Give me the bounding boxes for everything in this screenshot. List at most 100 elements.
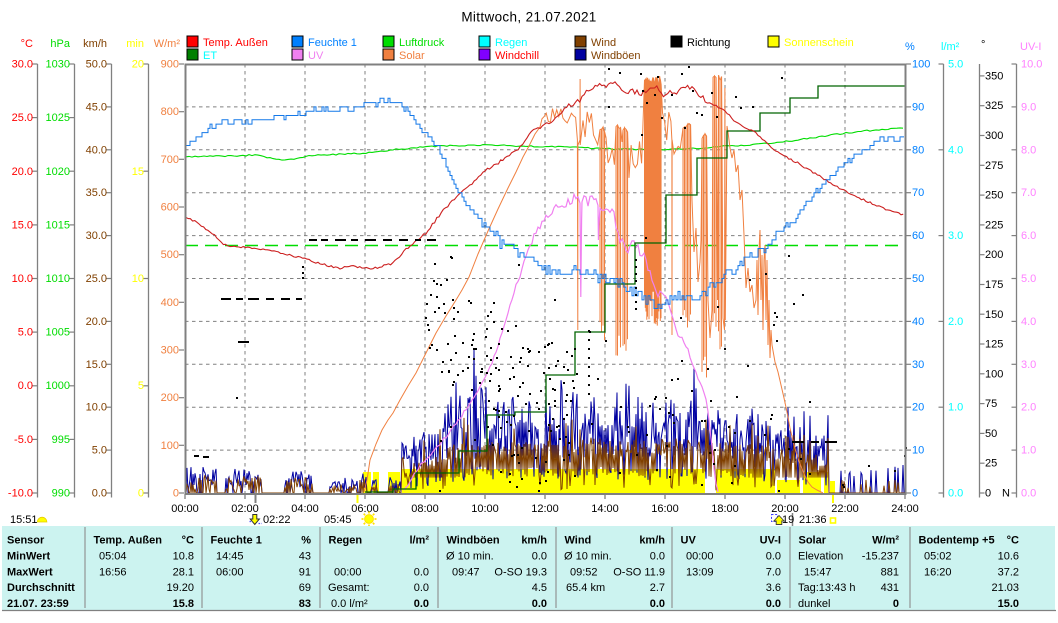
svg-text:MaxWert: MaxWert [7,567,53,579]
svg-text:22:00: 22:00 [831,503,859,515]
svg-text:08:00: 08:00 [411,503,439,515]
svg-text:09:47: 09:47 [452,567,480,579]
svg-text:15:51: 15:51 [10,514,38,526]
svg-text:69: 69 [299,582,311,594]
svg-text:0.0: 0.0 [532,598,547,610]
svg-text:2.0: 2.0 [948,316,963,328]
svg-text:0.0: 0.0 [1021,488,1036,500]
svg-text:02:00: 02:00 [231,503,259,515]
svg-text:5: 5 [138,380,144,392]
svg-text:1000: 1000 [46,380,70,392]
svg-text:UV-I: UV-I [1020,41,1041,53]
svg-text:04:00: 04:00 [291,503,319,515]
svg-text:10.8: 10.8 [173,551,194,563]
svg-text:21:36: 21:36 [799,514,827,526]
svg-text:°: ° [981,39,985,51]
svg-text:0.0: 0.0 [414,598,429,610]
svg-text:100: 100 [161,440,179,452]
svg-text:l/m²: l/m² [941,41,960,53]
svg-text:431: 431 [881,582,899,594]
svg-text:0: 0 [173,488,179,500]
svg-text:125: 125 [985,339,1003,351]
svg-text:l/m²: l/m² [409,535,429,547]
svg-text:28.1: 28.1 [173,567,194,579]
svg-text:10: 10 [912,445,924,457]
svg-text:09:52: 09:52 [570,567,598,579]
svg-text:05:02: 05:02 [924,551,952,563]
svg-text:25: 25 [985,458,997,470]
svg-text:0.0: 0.0 [414,582,429,594]
svg-text:7.0: 7.0 [1021,187,1036,199]
svg-text:km/h: km/h [639,535,665,547]
svg-text:1.0: 1.0 [948,402,963,414]
svg-text:45.0: 45.0 [86,101,107,113]
svg-text:0.0: 0.0 [650,598,665,610]
svg-text:0.0: 0.0 [766,551,781,563]
svg-text:15.0: 15.0 [998,598,1019,610]
svg-text:10:00: 10:00 [471,503,499,515]
svg-text:Sensor: Sensor [7,535,45,547]
svg-text:1.0: 1.0 [1021,445,1036,457]
svg-text:25.0: 25.0 [12,112,33,124]
svg-text:Sonnenschein: Sonnenschein [784,37,854,49]
svg-text:1010: 1010 [46,273,70,285]
svg-text:40: 40 [912,316,924,328]
svg-text:225: 225 [985,219,1003,231]
svg-text:995: 995 [52,434,70,446]
svg-text:19.20: 19.20 [166,582,194,594]
svg-text:25.0: 25.0 [86,273,107,285]
svg-text:500: 500 [161,249,179,261]
svg-text:1025: 1025 [46,112,70,124]
svg-text:16:20: 16:20 [924,567,952,579]
svg-text:3.0: 3.0 [948,230,963,242]
svg-text:6.0: 6.0 [1021,230,1036,242]
svg-text:43: 43 [299,551,311,563]
svg-text:Wind: Wind [591,37,616,49]
svg-text:Ø 10 min.: Ø 10 min. [564,551,612,563]
svg-text:2.7: 2.7 [650,582,665,594]
svg-text:30.0: 30.0 [12,59,33,71]
svg-text:325: 325 [985,100,1003,112]
svg-text:Mittwoch, 21.07.2021: Mittwoch, 21.07.2021 [461,10,596,25]
svg-text:75: 75 [985,398,997,410]
svg-text:0.0: 0.0 [650,551,665,563]
svg-text:UV: UV [308,50,324,62]
svg-text:06:00: 06:00 [351,503,379,515]
svg-text:O-SO 19.3: O-SO 19.3 [494,567,547,579]
svg-text:Regen: Regen [329,535,363,547]
svg-text:700: 700 [161,154,179,166]
svg-text:MinWert: MinWert [7,551,51,563]
svg-text:00:00: 00:00 [334,567,362,579]
svg-text:Luftdruck: Luftdruck [399,37,445,49]
svg-text:O-SO 11.9: O-SO 11.9 [613,567,665,579]
svg-text:ET: ET [203,50,217,62]
svg-text:50.0: 50.0 [86,59,107,71]
svg-text:275: 275 [985,160,1003,172]
svg-text:14:45: 14:45 [216,551,244,563]
svg-text:20.0: 20.0 [12,166,33,178]
svg-text:0.0: 0.0 [766,598,781,610]
svg-text:0.0: 0.0 [92,488,107,500]
svg-text:30: 30 [912,359,924,371]
svg-text:150: 150 [985,309,1003,321]
svg-text:UV-I: UV-I [760,535,781,547]
svg-text:21.07. 23:59: 21.07. 23:59 [7,598,69,610]
svg-text:15:47: 15:47 [804,567,832,579]
svg-text:Durchschnitt: Durchschnitt [7,582,75,594]
svg-text:60: 60 [912,230,924,242]
svg-text:W/m²: W/m² [872,535,899,547]
svg-text:100: 100 [912,59,930,71]
svg-text:Tag:13:43 h: Tag:13:43 h [798,582,856,594]
svg-text:Regen: Regen [495,37,527,49]
svg-text:300: 300 [161,345,179,357]
svg-text:20:00: 20:00 [771,503,799,515]
svg-text:250: 250 [985,190,1003,202]
svg-text:400: 400 [161,297,179,309]
svg-text:°C: °C [21,38,33,50]
svg-text:800: 800 [161,106,179,118]
svg-text:100: 100 [985,368,1003,380]
svg-text:Richtung: Richtung [687,37,730,49]
svg-text:00:00: 00:00 [686,551,714,563]
svg-text:65.4 km: 65.4 km [566,582,605,594]
svg-text:-5.0: -5.0 [14,434,33,446]
